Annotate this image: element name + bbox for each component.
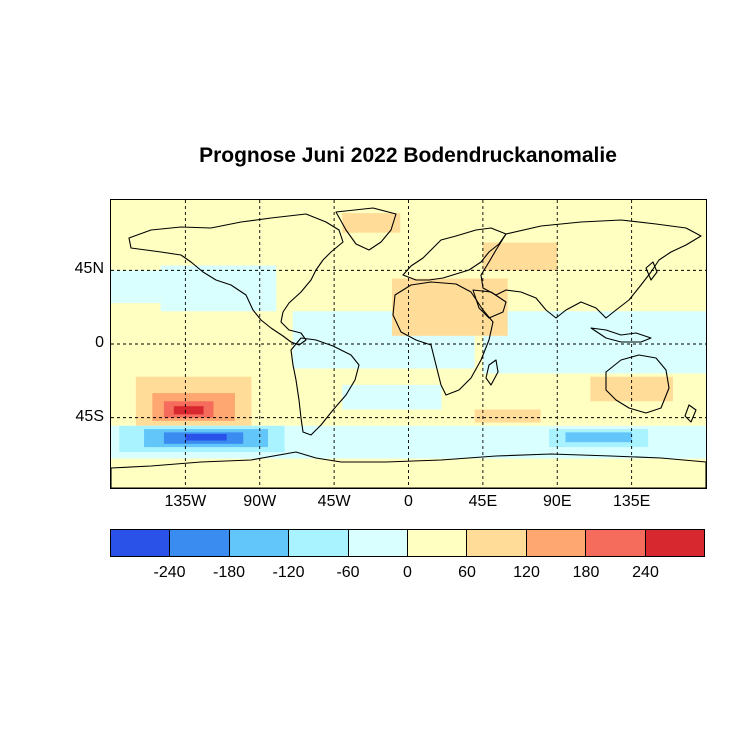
colorbar-segment bbox=[348, 530, 409, 556]
latitude-tick-label: 0 bbox=[95, 334, 104, 351]
anomaly-region-south-pacific-positive-core bbox=[173, 406, 204, 415]
colorbar-label: -240 bbox=[153, 564, 186, 581]
colorbar-segment bbox=[467, 530, 527, 556]
colorbar-segment bbox=[586, 530, 646, 556]
longitude-tick-label: 45E bbox=[468, 493, 498, 510]
australia-coastline bbox=[605, 354, 670, 414]
graticule bbox=[111, 200, 706, 488]
anomaly-region-southern-indian-negative-mid bbox=[565, 432, 632, 443]
colorbar-label: 60 bbox=[458, 564, 476, 581]
japan-coastline bbox=[645, 261, 658, 281]
colorbar-segment bbox=[170, 530, 230, 556]
anomaly-region-eastern-pacific-negative bbox=[160, 265, 277, 312]
colorbar-label: -120 bbox=[272, 564, 305, 581]
colorbar-label: 180 bbox=[572, 564, 600, 581]
longitude-tick-label: 45W bbox=[317, 493, 351, 510]
anomaly-region-north-pacific-negative bbox=[111, 270, 161, 304]
indonesia-coastline bbox=[590, 327, 652, 343]
south-america-coastline bbox=[290, 337, 360, 436]
madagascar-coastline bbox=[485, 359, 499, 386]
north-america-coastline bbox=[128, 213, 344, 346]
colorbar-segment bbox=[645, 530, 705, 556]
longitude-tick-label: 90E bbox=[543, 493, 572, 510]
map-title: Prognose Juni 2022 Bodendruckanomalie bbox=[199, 144, 617, 167]
longitude-tick-label: 135E bbox=[612, 493, 651, 510]
anomaly-region-north-atlantic-positive bbox=[342, 213, 401, 233]
latitude-tick-label: 45S bbox=[75, 407, 104, 425]
longitude-tick-label: 0 bbox=[404, 493, 413, 510]
colorbar-label: 240 bbox=[632, 564, 659, 581]
colorbar-label: 0 bbox=[403, 564, 412, 581]
anomaly-region-africa-middle-east-positive bbox=[391, 278, 508, 336]
colorbar-segment bbox=[526, 530, 587, 556]
colorbar bbox=[110, 529, 705, 557]
anomaly-region-central-asia-positive bbox=[482, 242, 558, 271]
colorbar-label: -180 bbox=[212, 564, 246, 581]
anomaly-region-southern-indian-positive bbox=[474, 409, 541, 423]
colorbar-segment bbox=[289, 530, 349, 556]
longitude-tick-label: 135W bbox=[164, 493, 207, 510]
colorbar-segment bbox=[229, 530, 290, 556]
colorbar-label: -60 bbox=[336, 564, 360, 581]
latitude-tick-label: 45N bbox=[74, 260, 104, 278]
africa-coastline bbox=[392, 281, 494, 396]
longitude-tick-label: 90W bbox=[243, 493, 277, 510]
anomaly-region-indian-ocean-negative bbox=[482, 311, 706, 374]
map-svg bbox=[111, 200, 706, 488]
antarctica-coastline bbox=[111, 451, 706, 488]
colorbar-segment bbox=[111, 530, 171, 556]
greenland-coastline bbox=[335, 207, 397, 251]
new-zealand-coastline bbox=[684, 404, 697, 423]
map-panel bbox=[111, 200, 706, 488]
anomaly-region-southern-pacific-negative-core bbox=[185, 434, 227, 441]
arabia-coastline bbox=[472, 289, 507, 319]
anomaly-region-south-atlantic-negative bbox=[342, 384, 442, 410]
colorbar-label: 120 bbox=[513, 564, 540, 581]
coastlines bbox=[111, 207, 706, 488]
colorbar-segment bbox=[408, 530, 468, 556]
